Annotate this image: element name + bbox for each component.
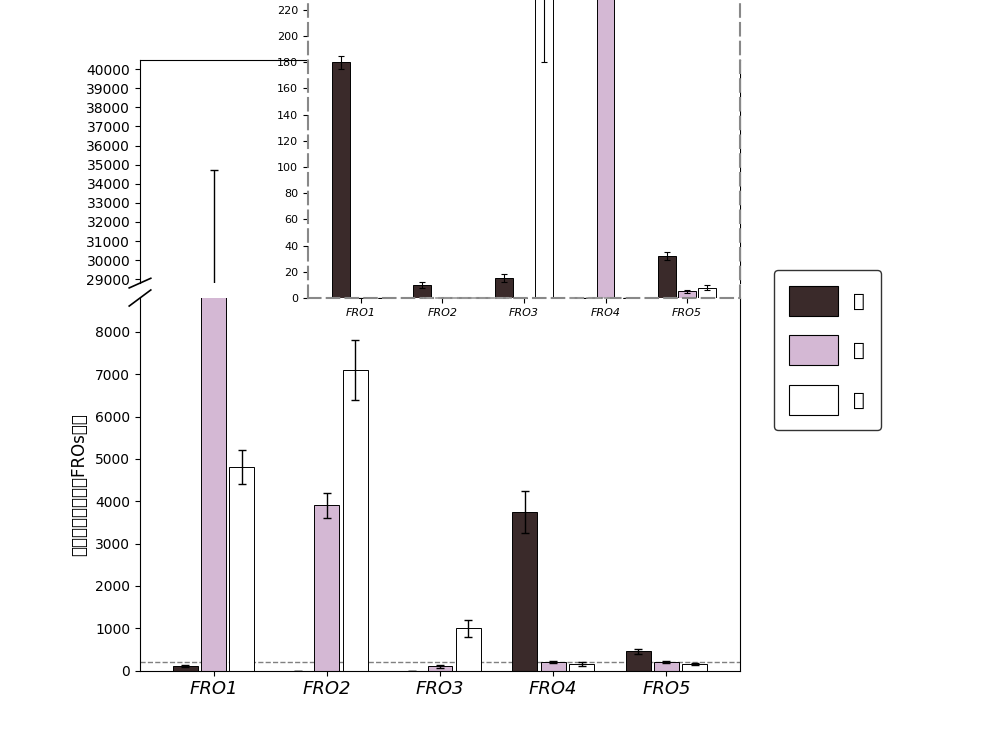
Bar — [343, 697, 368, 745]
Legend: 根, 茎, 叶: 根, 茎, 叶 — [774, 270, 881, 430]
Bar — [569, 664, 594, 670]
Bar — [512, 512, 537, 670]
Bar — [495, 279, 513, 298]
Bar — [229, 741, 254, 745]
Bar — [658, 256, 676, 298]
Y-axis label: 每百万看家基因中FROs数目: 每百万看家基因中FROs数目 — [70, 413, 88, 556]
Bar — [173, 666, 198, 670]
Bar — [682, 664, 707, 670]
Bar — [626, 651, 651, 670]
Bar — [535, 0, 553, 298]
Bar — [413, 285, 431, 298]
Bar — [343, 370, 368, 670]
Bar — [456, 628, 481, 670]
Bar — [201, 0, 226, 670]
Bar — [428, 666, 452, 670]
Bar — [654, 662, 679, 671]
Bar — [678, 291, 696, 298]
Bar — [332, 63, 350, 298]
Bar — [201, 285, 226, 745]
Bar — [597, 0, 614, 298]
Bar — [698, 288, 716, 298]
Bar — [314, 505, 339, 670]
Bar — [229, 467, 254, 670]
Bar — [541, 662, 566, 671]
